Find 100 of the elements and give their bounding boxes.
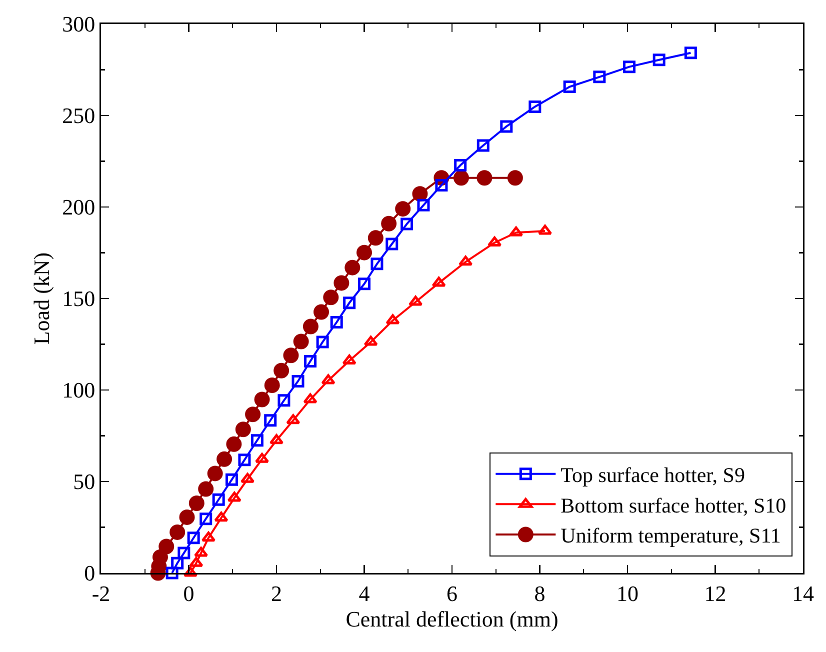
point: [364, 336, 378, 346]
y-tick-label: 300: [62, 12, 96, 37]
point: [432, 276, 446, 287]
point: [171, 556, 184, 570]
point: [386, 238, 398, 250]
point: [183, 566, 198, 577]
point: [304, 355, 317, 368]
point: [283, 348, 299, 364]
point: [330, 316, 343, 329]
point: [453, 170, 469, 186]
point: [194, 546, 208, 557]
point: [179, 509, 195, 525]
point: [316, 336, 329, 348]
point: [368, 230, 384, 246]
y-tick-label: 250: [62, 103, 96, 128]
x-tick-label: 10: [616, 580, 638, 606]
point: [235, 422, 251, 438]
point: [454, 159, 467, 172]
point: [303, 393, 318, 404]
point: [323, 290, 339, 306]
x-tick-label: 12: [704, 580, 726, 606]
point: [187, 532, 200, 544]
point: [381, 216, 397, 232]
point: [435, 178, 448, 192]
point: [201, 532, 216, 542]
legend-label: Uniform temperature, S11: [560, 524, 781, 548]
point: [250, 434, 264, 447]
point: [538, 224, 552, 235]
y-tick-label: 100: [62, 378, 96, 403]
point: [238, 454, 251, 466]
point: [255, 452, 270, 463]
point: [302, 318, 318, 334]
point: [293, 334, 309, 350]
point: [292, 374, 304, 388]
x-tick-label: 6: [446, 580, 458, 606]
y-tick-label: 50: [73, 469, 96, 494]
point: [152, 549, 168, 565]
point: [458, 256, 473, 266]
point: [652, 54, 666, 66]
point: [245, 406, 261, 422]
point: [314, 304, 329, 320]
point: [166, 566, 178, 580]
point: [286, 414, 300, 424]
point: [198, 481, 214, 497]
point: [264, 414, 277, 427]
x-tick-label: 8: [534, 580, 546, 606]
point: [563, 80, 576, 94]
point: [226, 473, 238, 486]
point: [358, 278, 370, 290]
point: [214, 512, 228, 522]
x-tick-label: 4: [358, 580, 370, 606]
point: [488, 236, 502, 246]
point: [278, 394, 290, 407]
point: [188, 496, 204, 512]
point: [189, 556, 204, 567]
point: [400, 218, 414, 230]
point: [254, 392, 270, 408]
point: [476, 139, 490, 152]
point: [212, 493, 225, 506]
point: [408, 296, 423, 306]
point: [227, 492, 242, 502]
point: [395, 201, 411, 217]
point: [343, 296, 356, 310]
point: [200, 512, 212, 526]
y-axis-title: Load (kN): [29, 252, 54, 345]
point: [226, 436, 242, 452]
point: [264, 377, 280, 393]
y-tick-label: 150: [62, 286, 96, 312]
x-tick-label: 0: [183, 580, 194, 606]
point: [321, 374, 336, 384]
y-tick-label: 200: [62, 194, 96, 220]
point: [344, 260, 360, 276]
x-axis-title: Central deflection (mm): [346, 606, 558, 632]
point: [342, 354, 356, 364]
point: [269, 434, 284, 444]
point: [500, 120, 513, 133]
point: [207, 466, 223, 482]
point: [593, 70, 606, 84]
point: [507, 170, 523, 186]
x-tick-label: 2: [271, 580, 282, 606]
point: [370, 258, 384, 270]
point: [274, 362, 290, 378]
point: [509, 226, 524, 236]
point: [178, 546, 190, 560]
point: [623, 60, 636, 74]
point: [216, 451, 232, 467]
point: [412, 186, 428, 202]
point: [158, 538, 174, 554]
point: [684, 46, 697, 60]
legend-label: Bottom surface hotter, S10: [560, 493, 786, 518]
point: [417, 198, 430, 212]
point: [476, 170, 492, 186]
legend-label: Top surface hotter, S9: [560, 463, 745, 488]
point: [386, 314, 400, 324]
point: [170, 524, 186, 540]
point: [334, 275, 350, 291]
x-tick-label: 14: [792, 580, 814, 606]
point: [240, 472, 255, 483]
point: [528, 100, 542, 113]
point: [356, 244, 372, 260]
